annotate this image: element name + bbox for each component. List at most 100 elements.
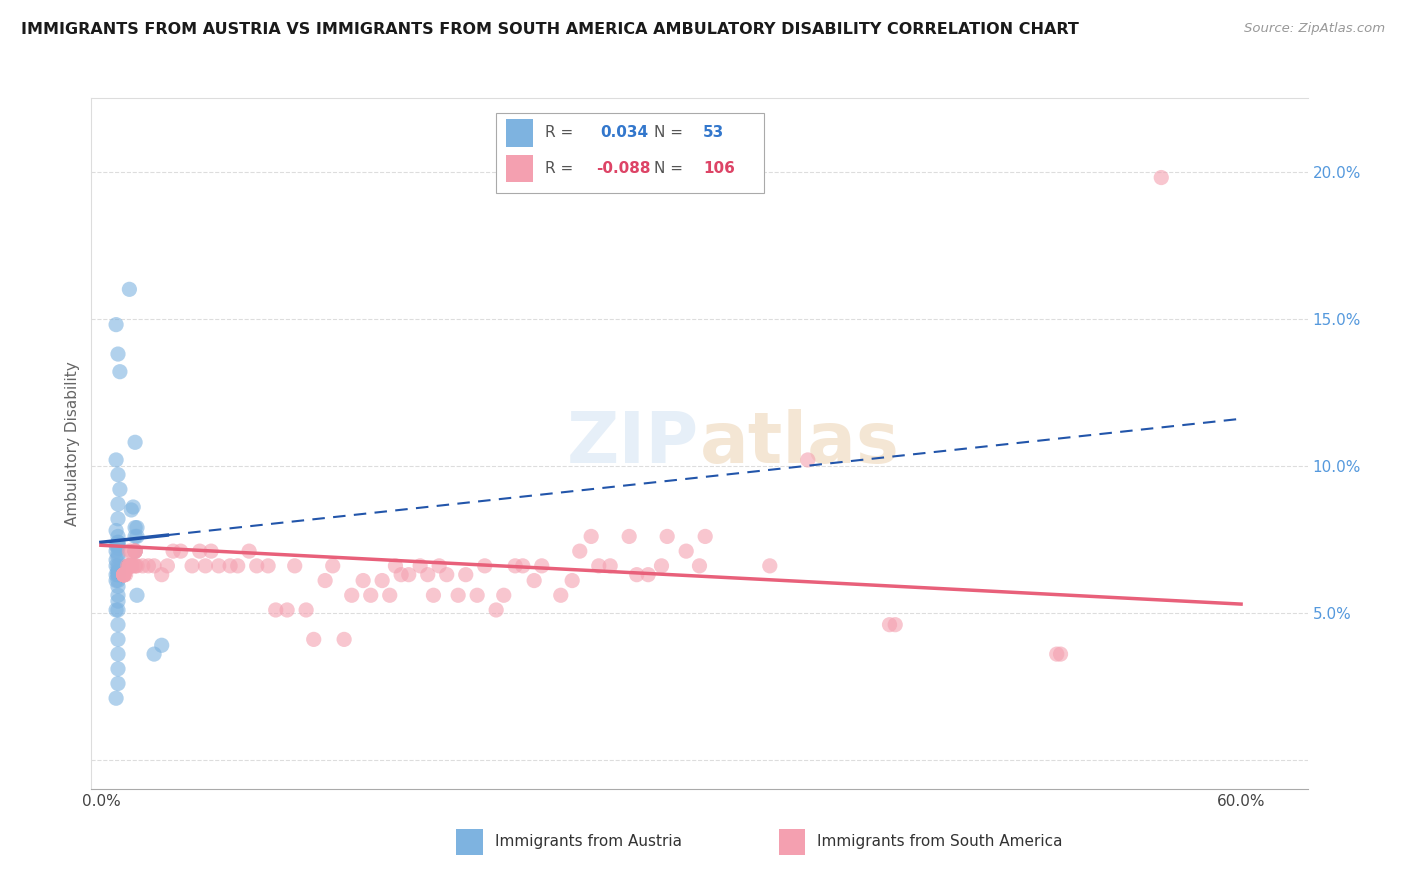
Point <box>389 567 412 582</box>
Point <box>105 558 128 573</box>
Point <box>107 529 129 543</box>
Point <box>879 617 901 632</box>
Point <box>118 558 141 573</box>
Text: 53: 53 <box>703 125 724 140</box>
Point <box>105 567 128 582</box>
Point <box>454 567 477 582</box>
FancyBboxPatch shape <box>456 829 484 855</box>
Point <box>398 567 420 582</box>
Point <box>124 558 146 573</box>
Text: atlas: atlas <box>699 409 900 478</box>
Point <box>492 588 515 602</box>
Text: N =: N = <box>654 125 683 140</box>
Point <box>107 538 129 552</box>
Point <box>124 544 146 558</box>
Point <box>427 558 450 573</box>
Point <box>105 603 128 617</box>
Point <box>112 567 135 582</box>
Point <box>118 558 141 573</box>
Point <box>302 632 325 647</box>
Point <box>107 541 129 556</box>
Text: 106: 106 <box>703 161 735 176</box>
Point <box>181 558 204 573</box>
Point <box>107 632 129 647</box>
Point <box>105 574 128 588</box>
Point <box>579 529 602 543</box>
Point <box>107 497 129 511</box>
Point <box>371 574 394 588</box>
Point <box>150 638 173 652</box>
Point <box>125 558 148 573</box>
Point <box>284 558 307 573</box>
Point <box>124 544 146 558</box>
Point <box>759 558 782 573</box>
Point <box>118 558 141 573</box>
Point <box>626 567 648 582</box>
Point <box>107 512 129 526</box>
Point <box>474 558 496 573</box>
Point <box>264 603 287 617</box>
Point <box>105 453 128 467</box>
Text: Immigrants from Austria: Immigrants from Austria <box>495 834 682 849</box>
Point <box>384 558 406 573</box>
Point <box>107 579 129 593</box>
Text: R =: R = <box>546 125 574 140</box>
Point <box>107 567 129 582</box>
Point <box>107 594 129 608</box>
Point <box>105 544 128 558</box>
Point <box>561 574 583 588</box>
Point <box>219 558 242 573</box>
Point <box>107 647 129 661</box>
Text: -0.088: -0.088 <box>596 161 651 176</box>
Point <box>797 453 820 467</box>
Point <box>125 529 148 543</box>
FancyBboxPatch shape <box>779 829 806 855</box>
Point <box>112 567 135 582</box>
Point <box>107 347 129 361</box>
Point <box>118 558 141 573</box>
Text: ZIP: ZIP <box>567 409 699 478</box>
Point <box>447 588 470 602</box>
Point <box>124 529 146 543</box>
Point <box>884 617 907 632</box>
Point <box>503 558 526 573</box>
Point <box>107 676 129 690</box>
Point <box>436 567 458 582</box>
Point <box>599 558 621 573</box>
Text: N =: N = <box>654 161 683 176</box>
Point <box>120 503 142 517</box>
Point <box>295 603 318 617</box>
Point <box>107 588 129 602</box>
Point <box>118 544 141 558</box>
Point <box>118 558 141 573</box>
FancyBboxPatch shape <box>506 155 533 183</box>
Point <box>107 547 129 561</box>
Point <box>138 558 160 573</box>
Point <box>120 558 142 573</box>
Point <box>118 282 141 296</box>
Point <box>125 520 148 534</box>
Point <box>568 544 591 558</box>
Point <box>107 535 129 549</box>
Point <box>107 662 129 676</box>
Point <box>208 558 231 573</box>
Point <box>122 500 145 514</box>
Point <box>107 538 129 552</box>
Point <box>118 558 141 573</box>
Point <box>112 567 135 582</box>
Point <box>105 691 128 706</box>
Point <box>124 558 146 573</box>
Point <box>276 603 298 617</box>
Point <box>246 558 269 573</box>
Point <box>118 558 141 573</box>
Point <box>114 567 136 582</box>
Point <box>688 558 710 573</box>
Text: 0.034: 0.034 <box>600 125 648 140</box>
Point <box>118 558 141 573</box>
Point <box>120 558 142 573</box>
Point <box>1150 170 1173 185</box>
Point <box>675 544 697 558</box>
Point <box>1049 647 1071 661</box>
Point <box>120 544 142 558</box>
Point <box>107 567 129 582</box>
